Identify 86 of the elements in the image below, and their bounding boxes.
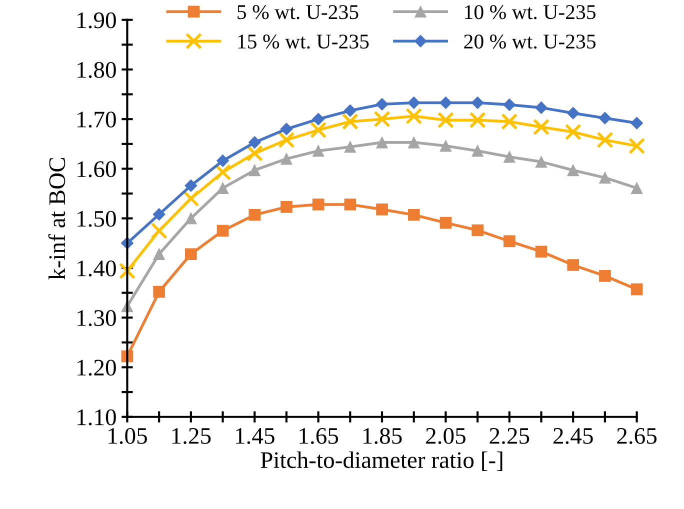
point: [280, 201, 292, 213]
point: [598, 112, 612, 124]
point: [532, 118, 550, 136]
point: [599, 172, 611, 184]
point: [599, 270, 611, 282]
point: [312, 144, 324, 157]
point: [628, 138, 646, 154]
point: [564, 124, 582, 140]
y-tick-label: 1.10: [78, 409, 116, 426]
point: [630, 182, 643, 194]
x-tick-label: 2.45: [553, 428, 593, 444]
point: [440, 140, 452, 152]
point: [248, 208, 261, 221]
point: [535, 246, 548, 258]
point: [596, 132, 614, 148]
point: [153, 286, 165, 298]
legend-label: 15 % wt. U-235: [238, 34, 369, 49]
point: [344, 140, 356, 153]
point: [184, 179, 198, 192]
legend-label: 10 % wt. U-235: [465, 5, 596, 20]
point: [374, 110, 390, 128]
x-tick-label: 2.25: [490, 428, 530, 444]
point: [376, 136, 388, 148]
point: [408, 96, 420, 109]
x-tick-label: 1.05: [108, 428, 147, 444]
y-tick-label: 1.70: [78, 112, 116, 128]
point: [567, 259, 580, 271]
point: [153, 248, 165, 260]
point: [312, 112, 325, 126]
point: [344, 198, 356, 210]
point: [342, 113, 358, 130]
y-tick-label: 1.30: [78, 310, 116, 326]
point: [630, 283, 643, 296]
point: [440, 216, 452, 229]
point: [150, 222, 168, 240]
point: [408, 136, 420, 148]
x-tick-label: 1.25: [172, 428, 211, 444]
point: [248, 164, 261, 176]
y-tick-label: 1.40: [78, 260, 116, 277]
point: [278, 132, 295, 148]
y-axis-title: k-inf at BOC: [48, 158, 66, 280]
point: [437, 112, 454, 128]
point: [469, 112, 486, 128]
point: [630, 116, 644, 130]
point: [280, 152, 292, 165]
point: [503, 98, 516, 111]
point: [504, 235, 516, 248]
point: [567, 164, 580, 176]
x-tick-label: 1.85: [363, 428, 402, 444]
y-tick-label: 1.60: [78, 161, 116, 178]
point: [344, 104, 356, 117]
point: [566, 106, 580, 120]
point: [118, 262, 136, 280]
x-tick-label: 1.45: [236, 428, 274, 444]
point: [501, 113, 518, 130]
point: [152, 208, 166, 221]
legend-label: 20 % wt. U-235: [464, 34, 596, 49]
point: [504, 150, 516, 163]
legend-label: 5 % wt. U-235: [238, 5, 358, 20]
point: [406, 108, 422, 124]
point: [472, 144, 484, 157]
point: [312, 198, 324, 210]
point: [216, 154, 230, 168]
point: [216, 224, 229, 237]
point: [280, 122, 293, 136]
y-tick-label: 1.20: [78, 360, 116, 376]
point: [471, 96, 484, 109]
x-tick-label: 1.65: [300, 428, 338, 444]
y-tick-label: 1.90: [78, 12, 116, 28]
point: [535, 156, 548, 168]
point: [535, 101, 548, 114]
point: [376, 98, 388, 110]
y-tick-label: 1.50: [78, 210, 116, 227]
point: [310, 122, 327, 138]
point: [185, 212, 197, 224]
point: [472, 224, 484, 236]
x-tick-label: 2.65: [617, 428, 657, 444]
x-axis-title: Pitch-to-diameter ratio [-]: [260, 451, 502, 472]
x-tick-label: 2.05: [426, 428, 466, 444]
point: [248, 136, 261, 149]
point: [376, 204, 388, 216]
point: [408, 208, 420, 221]
point: [182, 190, 200, 207]
point: [185, 248, 197, 260]
y-tick-label: 1.80: [78, 62, 116, 78]
point: [439, 96, 452, 109]
